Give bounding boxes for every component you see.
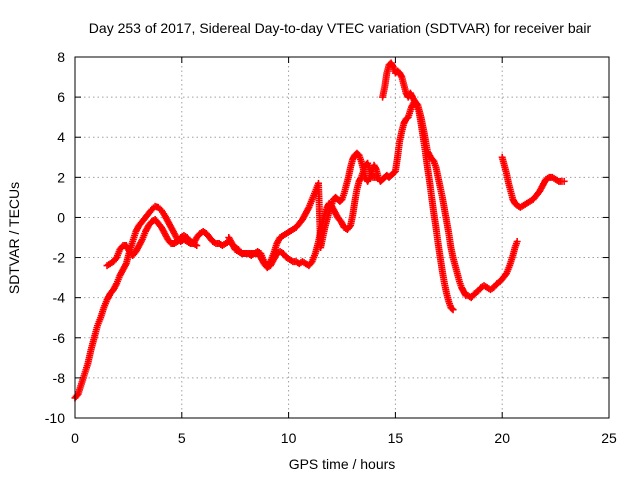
y-tick-label: -2	[53, 250, 66, 266]
x-tick-label: 5	[178, 430, 186, 446]
data-point	[560, 177, 568, 185]
y-tick-label: -6	[53, 330, 66, 346]
y-tick-label: 4	[57, 129, 65, 145]
y-axis-title: SDTVAR / TECUs	[6, 182, 22, 294]
y-tick-label: -8	[53, 370, 66, 386]
x-tick-label: 0	[71, 430, 79, 446]
x-axis-title: GPS time / hours	[289, 456, 396, 472]
chart-title: Day 253 of 2017, Sidereal Day-to-day VTE…	[89, 20, 592, 36]
y-tick-label: 0	[57, 209, 65, 225]
data-point	[449, 306, 457, 314]
plot-frame	[74, 56, 610, 419]
data-points	[71, 59, 568, 402]
data-point	[345, 223, 353, 231]
y-tick-label: 6	[57, 89, 65, 105]
y-tick-label: -4	[53, 290, 66, 306]
x-tick-label: 15	[388, 430, 404, 446]
data-point	[121, 261, 129, 269]
x-tick-label: 20	[494, 430, 510, 446]
data-point	[193, 242, 201, 250]
data-point	[137, 237, 145, 245]
data-point	[304, 205, 312, 213]
data-point	[372, 173, 380, 181]
data-point	[448, 305, 456, 313]
x-tick-label: 25	[601, 430, 617, 446]
y-tick-label: 2	[57, 169, 65, 185]
data-point	[513, 238, 521, 246]
y-tick-label: -10	[45, 410, 65, 426]
axis-ticks: 0 5 10 15 20 25 -10 -8 -6 -4 -2 0 2 4 6 8	[45, 49, 617, 446]
data-point	[411, 98, 419, 106]
data-point	[112, 281, 120, 289]
grid	[75, 57, 609, 418]
x-tick-label: 10	[281, 430, 297, 446]
y-tick-label: 8	[57, 49, 65, 65]
